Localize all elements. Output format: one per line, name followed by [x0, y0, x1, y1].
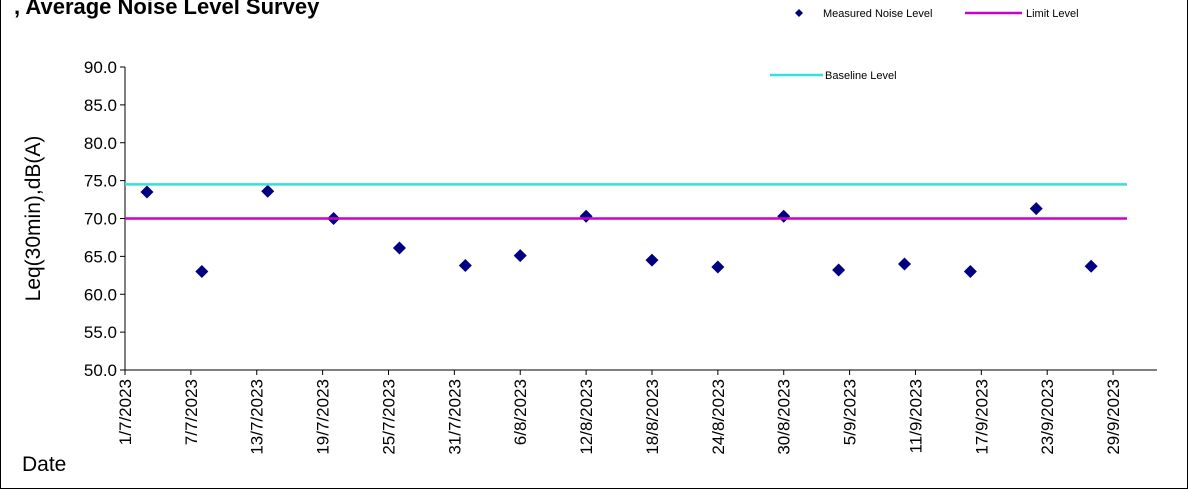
- x-tick-label: 6/8/2023: [511, 379, 530, 445]
- data-point: [140, 185, 154, 199]
- legend-label-measured: Measured Noise Level: [823, 8, 932, 20]
- data-point: [261, 184, 275, 198]
- y-tick-label: 70.0: [84, 210, 117, 229]
- plot-area: 50.0 55.0 60.0 65.0 70.0 75.0 80.0 85.0 90.0 1/7/…: [84, 58, 1157, 455]
- y-tick-label: 60.0: [84, 285, 117, 304]
- data-point: [711, 260, 725, 274]
- x-tick-label: 5/9/2023: [841, 379, 860, 445]
- data-point: [832, 263, 846, 277]
- x-tick-label: 13/7/2023: [248, 379, 267, 455]
- x-axis-title: Date: [22, 453, 66, 476]
- x-tick-label: 18/8/2023: [643, 379, 662, 455]
- x-tick-label: 11/9/2023: [906, 379, 925, 453]
- x-tick-label: 24/8/2023: [709, 379, 728, 455]
- data-point: [897, 257, 911, 271]
- x-tick-label: 29/9/2023: [1104, 379, 1123, 455]
- data-point: [579, 209, 593, 223]
- x-tick-label: 1/7/2023: [116, 379, 135, 445]
- legend-marker-measured: [795, 9, 803, 17]
- data-point: [777, 209, 791, 223]
- data-point: [1029, 202, 1043, 216]
- x-tick-label: 17/9/2023: [972, 379, 991, 455]
- data-point: [1084, 259, 1098, 273]
- x-tick-label: 12/8/2023: [577, 379, 596, 455]
- x-tick-label: 23/9/2023: [1038, 379, 1057, 455]
- y-tick-label: 55.0: [84, 323, 117, 342]
- legend-label-limit: Limit Level: [1026, 8, 1079, 20]
- y-tick-label: 65.0: [84, 247, 117, 266]
- x-tick-label: 30/8/2023: [775, 379, 794, 455]
- data-point: [458, 258, 472, 272]
- y-tick-label: 50.0: [84, 361, 117, 380]
- data-point: [645, 253, 659, 267]
- chart-title: , Average Noise Level Survey: [14, 0, 320, 19]
- x-tick-label: 19/7/2023: [314, 379, 333, 455]
- data-point: [513, 249, 527, 263]
- data-point: [392, 241, 406, 255]
- data-point: [195, 265, 209, 279]
- x-tick-label: 7/7/2023: [182, 379, 201, 445]
- x-tick-label: 25/7/2023: [379, 379, 398, 455]
- y-tick-label: 85.0: [84, 96, 117, 115]
- y-tick-label: 80.0: [84, 134, 117, 153]
- x-tick-label: 31/7/2023: [445, 379, 464, 455]
- legend-label-baseline: Baseline Level: [825, 70, 897, 82]
- legend: Measured Noise Level Limit Level Baselin…: [770, 8, 1079, 82]
- data-point: [963, 265, 977, 279]
- y-axis-title: Leq(30min),dB(A): [22, 136, 45, 302]
- y-tick-label: 90.0: [84, 58, 117, 77]
- y-tick-label: 75.0: [84, 172, 117, 191]
